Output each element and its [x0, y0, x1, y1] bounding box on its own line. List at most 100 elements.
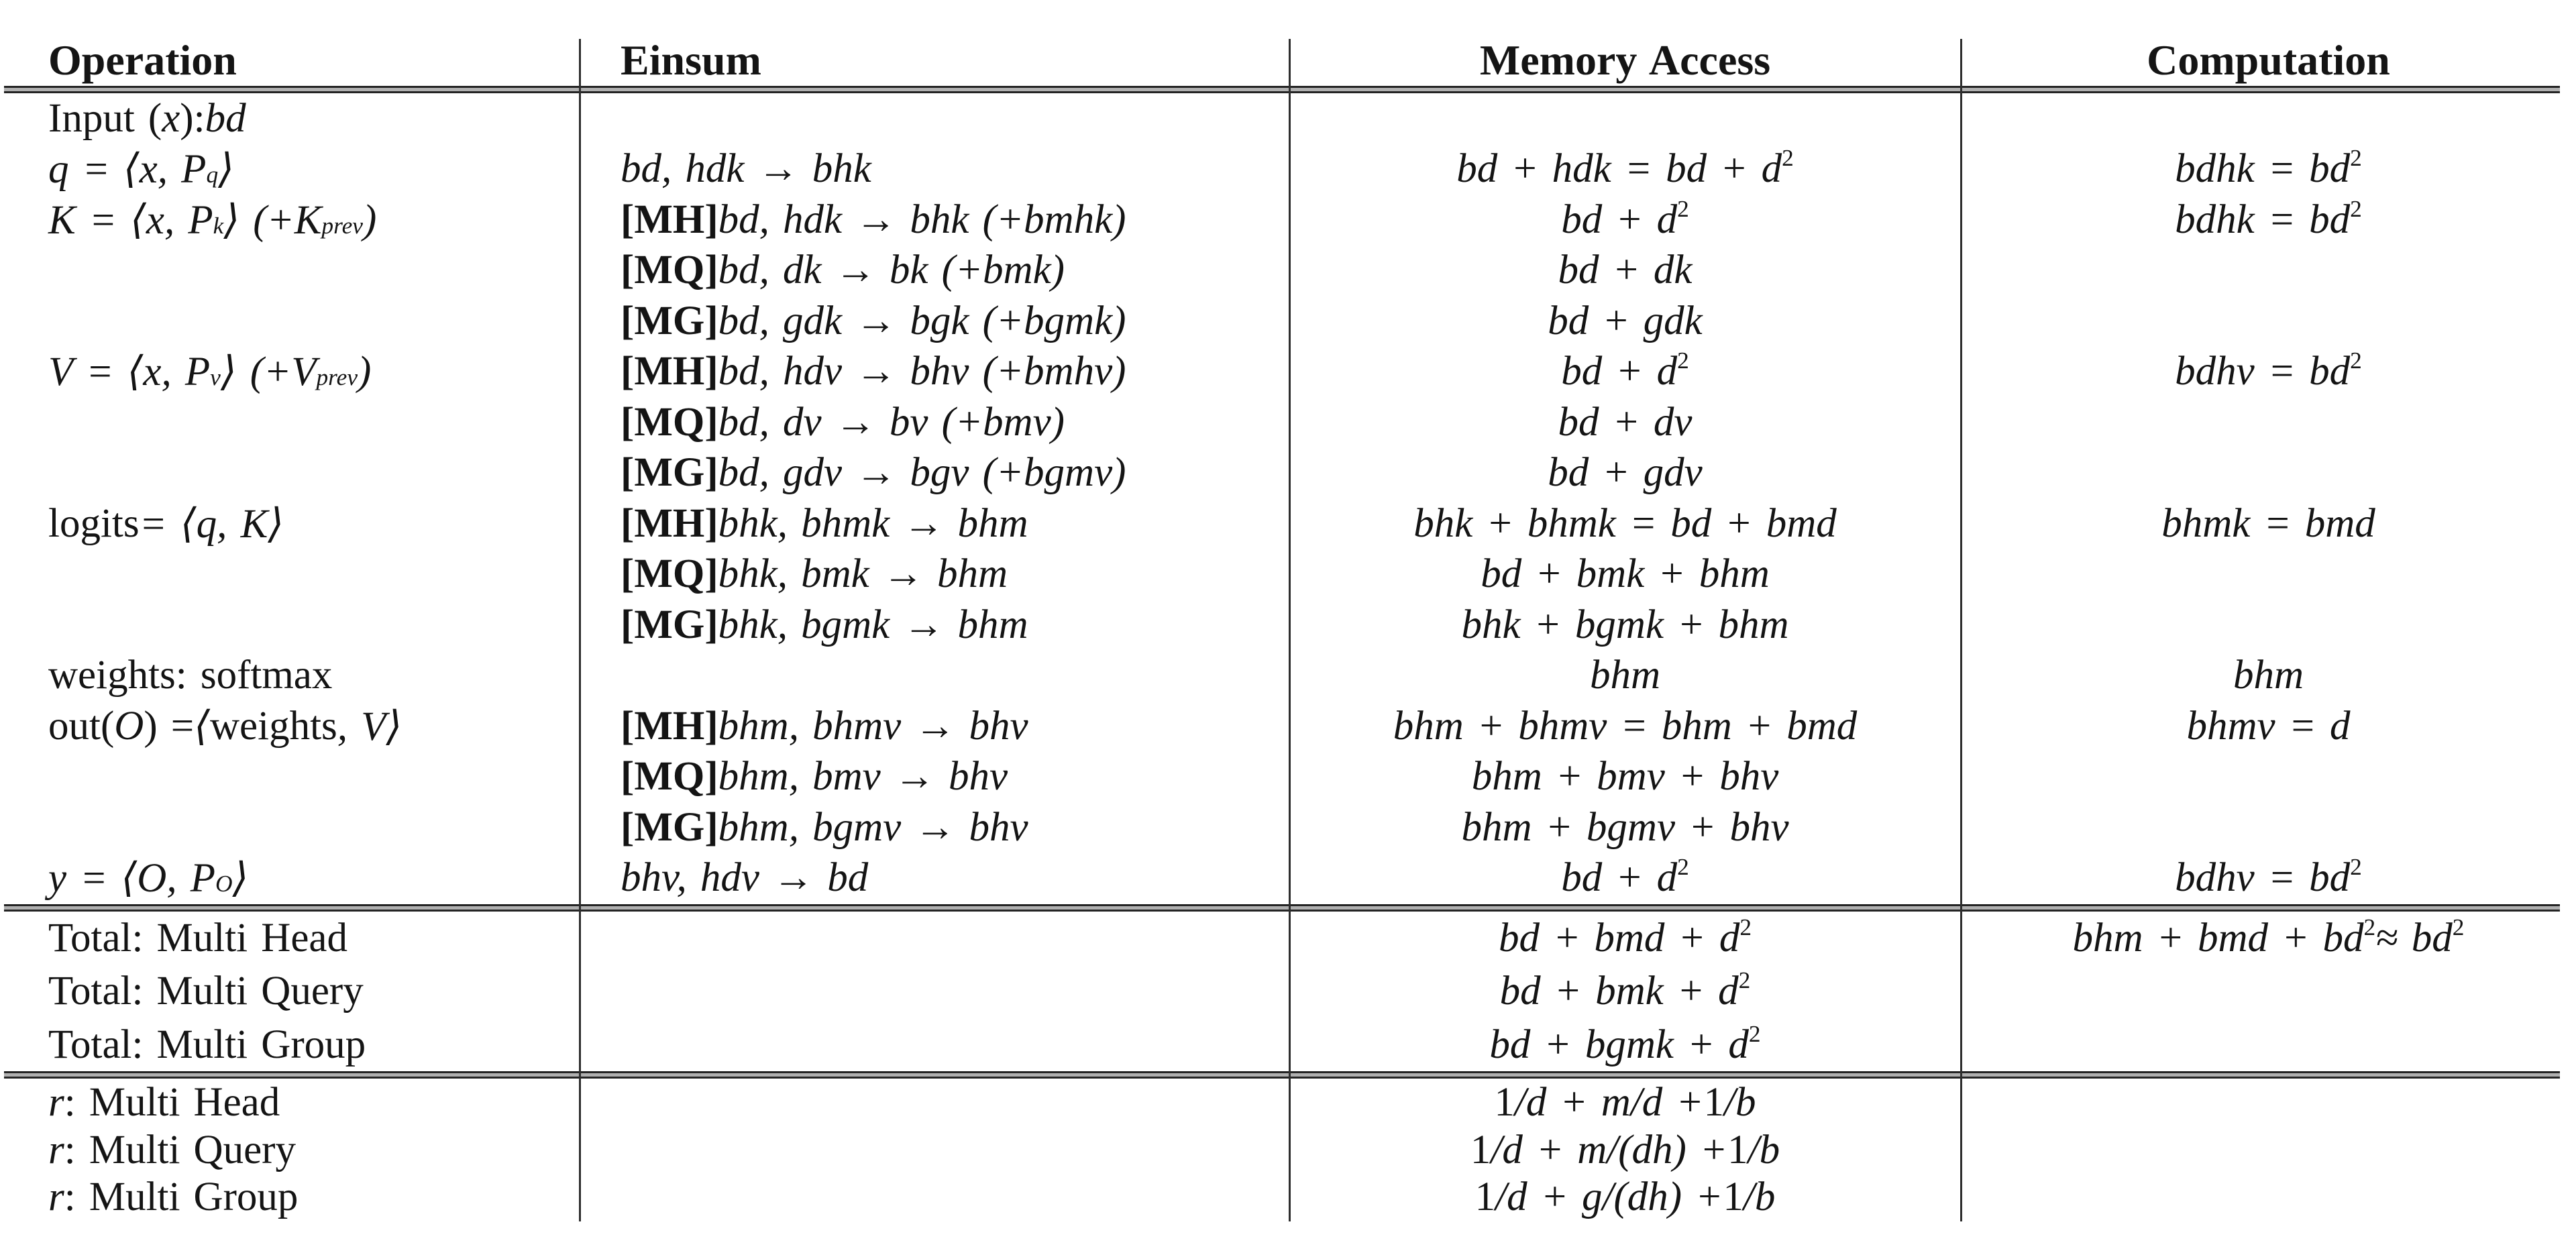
memory-access-cell: bhk + bgmk + bhm: [1461, 602, 1789, 647]
computation-cell: [1961, 600, 2576, 651]
header-rule: [4, 86, 2560, 93]
computation-cell: [1961, 802, 2576, 853]
computation-cell: [1961, 245, 2576, 296]
operation-cell: [0, 397, 580, 448]
einsum-cell: [580, 965, 1289, 1019]
memory-access-cell: bhm: [1589, 653, 1661, 698]
einsum-cell: [580, 1127, 1289, 1174]
column-divider-1: [579, 39, 581, 1221]
memory-access-cell: 1/d + m/(dh) + 1/b: [1470, 1127, 1780, 1172]
memory-access-cell: bhm + bmv + bhv: [1471, 754, 1779, 800]
ratios-rule: [4, 1071, 2560, 1079]
computation-cell: [1961, 1079, 2576, 1127]
einsum-cell: [MG] bd, gdk → bgk (+bgmk): [621, 298, 1126, 343]
einsum-cell: [MQ] bhm, bmv → bhv: [621, 754, 1008, 800]
einsum-cell: [MQ] bd, dv → bv (+bmv): [621, 399, 1065, 445]
table-row: r: Multi Head 1/d + m/d + 1/b: [0, 1079, 2576, 1127]
column-divider-2: [1289, 39, 1291, 1221]
table-row: r: Multi Query 1/d + m/(dh) + 1/b: [0, 1127, 2576, 1174]
operation-cell: Input (x): bd: [48, 95, 246, 141]
table-row: logits = ⟨q, K⟩ [MH] bhk, bhmk → bhm bhk…: [0, 498, 2576, 549]
operation-cell: [0, 600, 580, 651]
memory-access-cell: bd + gdv: [1548, 450, 1703, 496]
einsum-cell: [MG] bhk, bgmk → bhm: [621, 602, 1028, 647]
computation-cell: [1961, 93, 2576, 144]
operation-cell: logits = ⟨q, K⟩: [48, 500, 284, 547]
computation-cell: [1961, 296, 2576, 347]
operation-cell: Total: Multi Query: [48, 969, 364, 1014]
table-row: [MG] bd, gdk → bgk (+bgmk) bd + gdk: [0, 296, 2576, 347]
table-row: [MQ] bhm, bmv → bhv bhm + bmv + bhv: [0, 752, 2576, 803]
operation-cell: Total: Multi Group: [48, 1022, 366, 1067]
operation-cell: [0, 549, 580, 600]
einsum-cell: [580, 1018, 1289, 1072]
operation-cell: r: Multi Query: [48, 1127, 296, 1172]
table-header-row: Operation Einsum Memory Access Computati…: [0, 34, 2576, 87]
computation-cell: bhm + bmd + bd 2 ≈ bd 2: [2072, 913, 2465, 961]
col-header-computation: Computation: [2147, 36, 2390, 84]
table-row: weights: softmax bhm bhm: [0, 651, 2576, 702]
computation-cell: bhm: [2233, 653, 2304, 698]
memory-access-cell: bd + dk: [1558, 248, 1693, 293]
totals-rule: [4, 904, 2560, 912]
einsum-cell: [580, 912, 1289, 965]
computation-cell: bhmv = d: [2186, 703, 2351, 749]
einsum-cell: [580, 1174, 1289, 1221]
computation-cell: [1961, 397, 2576, 448]
einsum-cell: [MQ] bhk, bmk → bhm: [621, 551, 1008, 597]
einsum-cell: [MQ] bd, dk → bk (+bmk): [621, 248, 1065, 293]
computation-cell: [1961, 1174, 2576, 1221]
operation-cell: [0, 802, 580, 853]
einsum-cell: [580, 1079, 1289, 1127]
operation-cell: y = ⟨O, P O ⟩: [48, 856, 249, 901]
memory-access-cell: bd + bmk + bhm: [1481, 551, 1770, 597]
col-header-memory-access: Memory Access: [1479, 36, 1771, 84]
einsum-cell: bd, hdk → bhk: [621, 146, 871, 192]
memory-access-cell: bhm + bgmv + bhv: [1461, 804, 1789, 850]
memory-access-cell: 1/d + m/d + 1/b: [1494, 1080, 1756, 1126]
ratio-rows-section: r: Multi Head 1/d + m/d + 1/b r: Multi Q…: [0, 1079, 2576, 1221]
table-row: [MQ] bhk, bmk → bhm bd + bmk + bhm: [0, 549, 2576, 600]
operation-cell: out(O) = ⟨ weights, V⟩: [48, 703, 402, 749]
memory-access-cell: bd + dv: [1558, 399, 1693, 445]
memory-access-cell: 1/d + g/(dh) + 1/b: [1474, 1174, 1776, 1220]
computation-cell: bdhk = bd 2: [2175, 144, 2362, 192]
computation-cell: bdhv = bd 2: [2175, 347, 2362, 394]
einsum-cell: [MG] bhm, bgmv → bhv: [621, 804, 1028, 850]
table-row: Input (x): bd: [0, 93, 2576, 144]
operation-cell: [0, 752, 580, 803]
memory-access-cell: bhk + bhmk = bd + bmd: [1413, 500, 1837, 546]
table-row: out(O) = ⟨ weights, V⟩ [MH] bhm, bhmv → …: [0, 701, 2576, 752]
computation-cell: [1961, 549, 2576, 600]
einsum-cell: [MH] bd, hdk → bhk (+bmhk): [621, 197, 1126, 242]
table-row: [MQ] bd, dk → bk (+bmk) bd + dk: [0, 245, 2576, 296]
operation-cell: [0, 296, 580, 347]
operation-cell: r: Multi Group: [48, 1174, 299, 1220]
col-header-operation: Operation: [48, 36, 237, 84]
computation-cell: bdhk = bd 2: [2175, 195, 2362, 242]
einsum-cell: [MG] bd, gdv → bgv (+bgmv): [621, 450, 1126, 496]
einsum-cell: [580, 651, 1289, 702]
col-header-einsum: Einsum: [621, 36, 761, 84]
computation-cell: bhmk = bmd: [2161, 500, 2375, 546]
column-divider-3: [1960, 39, 1962, 1221]
computation-cell: [1961, 1018, 2576, 1072]
